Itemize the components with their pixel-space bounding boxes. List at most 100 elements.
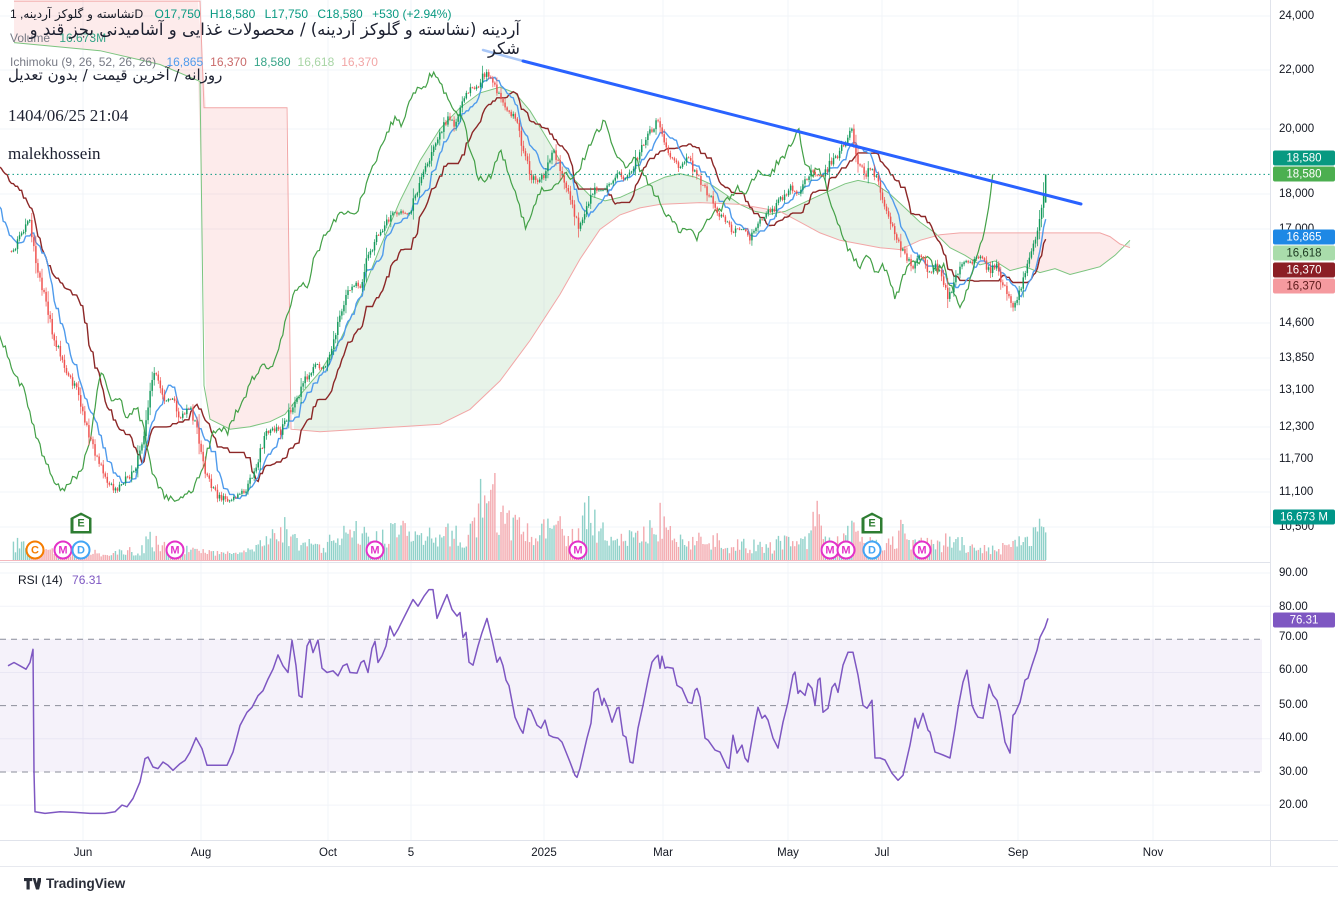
candle-body: [337, 321, 339, 335]
time-axis-label[interactable]: 2025: [531, 847, 557, 859]
time-axis-label[interactable]: 5: [407, 847, 415, 859]
footer: TradingView: [0, 867, 1338, 902]
volume-bar: [51, 548, 53, 560]
candle-body: [791, 185, 794, 192]
candle-body: [622, 176, 625, 180]
volume-bar: [204, 552, 206, 560]
candle-body: [722, 214, 725, 217]
event-marker-m[interactable]: M: [365, 540, 385, 560]
volume-bar: [251, 549, 253, 560]
rsi-legend[interactable]: RSI (14) 76.31: [18, 573, 102, 587]
volume-bar: [614, 540, 616, 560]
time-axis-label[interactable]: Oct: [319, 847, 337, 859]
candle-body: [82, 406, 84, 412]
candle-body: [618, 172, 621, 174]
candle-body: [634, 158, 637, 169]
candle-body: [251, 477, 253, 479]
volume-bar: [818, 514, 820, 560]
trendline-light-segment[interactable]: [481, 48, 525, 63]
volume-bar: [910, 549, 912, 560]
candle-body: [430, 152, 433, 161]
volume-bar: [626, 545, 629, 560]
candle-body: [269, 430, 272, 433]
event-marker-m[interactable]: M: [836, 540, 856, 560]
candle-body: [647, 133, 649, 140]
candle-body: [177, 411, 180, 418]
pane-separator[interactable]: [0, 562, 1270, 563]
candle-body: [259, 448, 262, 463]
time-axis-label[interactable]: Mar: [653, 847, 673, 859]
candle-body: [445, 122, 447, 125]
candle-body: [220, 494, 223, 501]
volume-bar: [945, 533, 947, 560]
trendline[interactable]: [521, 59, 1083, 206]
volume-bar: [741, 541, 743, 560]
time-axis-label[interactable]: May: [777, 847, 799, 859]
volume-bar: [243, 550, 245, 560]
volume-bar: [710, 549, 712, 560]
volume-bar: [1004, 544, 1006, 560]
event-marker-d[interactable]: D: [71, 540, 91, 560]
volume-bar: [567, 536, 570, 560]
candle-body: [918, 255, 920, 259]
candle-body: [10, 251, 13, 252]
volume-bar: [133, 555, 135, 560]
time-axis-label[interactable]: Jun: [73, 847, 93, 859]
event-marker-m[interactable]: M: [165, 540, 185, 560]
event-marker-m[interactable]: M: [568, 540, 588, 560]
volume-bar: [692, 536, 694, 560]
volume-bar: [816, 500, 818, 560]
candle-body: [192, 407, 194, 421]
volume-bar: [965, 552, 967, 560]
volume-bar: [712, 535, 714, 560]
candle-body: [420, 177, 423, 183]
symbol-legend[interactable]: نشاسته و گلوکز آردینه, 1D O17,750 H18,58…: [10, 7, 451, 21]
candle-body: [1024, 273, 1027, 278]
symbol-name[interactable]: نشاسته و گلوکز آردینه: [23, 7, 135, 21]
volume-bar: [708, 543, 710, 560]
event-marker-d[interactable]: D: [862, 540, 882, 560]
volume-bar: [736, 539, 739, 560]
candle-body: [306, 376, 308, 380]
candle-body: [328, 354, 331, 361]
time-axis-label[interactable]: Nov: [1142, 847, 1164, 859]
price-axis[interactable]: 24,00022,00020,00018,00017,00014,60013,8…: [1270, 0, 1338, 866]
volume-bar: [1006, 545, 1008, 560]
volume-bar: [400, 525, 402, 560]
candle-body: [357, 282, 359, 287]
volume-bar: [428, 527, 431, 560]
ichimoku-value: 16,370: [210, 55, 247, 69]
event-marker-e[interactable]: E: [861, 512, 883, 534]
rsi-pane[interactable]: RSI (14) 76.31: [0, 563, 1270, 840]
rsi-chart-canvas[interactable]: [0, 563, 1270, 840]
volume-bar: [787, 536, 790, 560]
candle-body: [418, 183, 421, 193]
volume-legend[interactable]: Volume 16.673M: [10, 31, 106, 45]
candle-body: [732, 232, 735, 233]
time-axis-label[interactable]: Jul: [874, 847, 890, 859]
volume-bar: [114, 551, 117, 560]
volume-bar: [282, 542, 284, 560]
ichimoku-cloud: [938, 232, 1122, 275]
volume-bar: [808, 533, 810, 560]
candle-body: [679, 166, 682, 168]
price-axis-tick: 14,600: [1279, 317, 1315, 329]
candle-body: [490, 76, 492, 78]
event-marker-c[interactable]: C: [25, 540, 45, 560]
tradingview-logo[interactable]: TradingView: [24, 876, 125, 891]
candle-body: [96, 455, 98, 457]
candle-body: [989, 267, 992, 274]
time-axis[interactable]: Jun Aug Oct 5 2025 Mar May Jul Sep Nov: [0, 841, 1270, 866]
time-axis-label[interactable]: Sep: [1007, 847, 1029, 859]
candle-body: [326, 360, 329, 367]
price-chart-canvas[interactable]: [0, 0, 1270, 562]
event-marker-e[interactable]: E: [70, 512, 92, 534]
price-pane[interactable]: نشاسته و گلوکز آردینه, 1D O17,750 H18,58…: [0, 0, 1270, 562]
event-marker-m[interactable]: M: [53, 540, 73, 560]
event-marker-m[interactable]: M: [912, 540, 932, 560]
time-axis-label[interactable]: Aug: [190, 847, 212, 859]
ichimoku-legend[interactable]: Ichimoku (9, 26, 52, 26, 26) 16,865 16,37…: [10, 55, 378, 69]
candle-body: [294, 401, 296, 408]
candle-body: [110, 483, 113, 485]
volume-bar: [938, 541, 941, 560]
